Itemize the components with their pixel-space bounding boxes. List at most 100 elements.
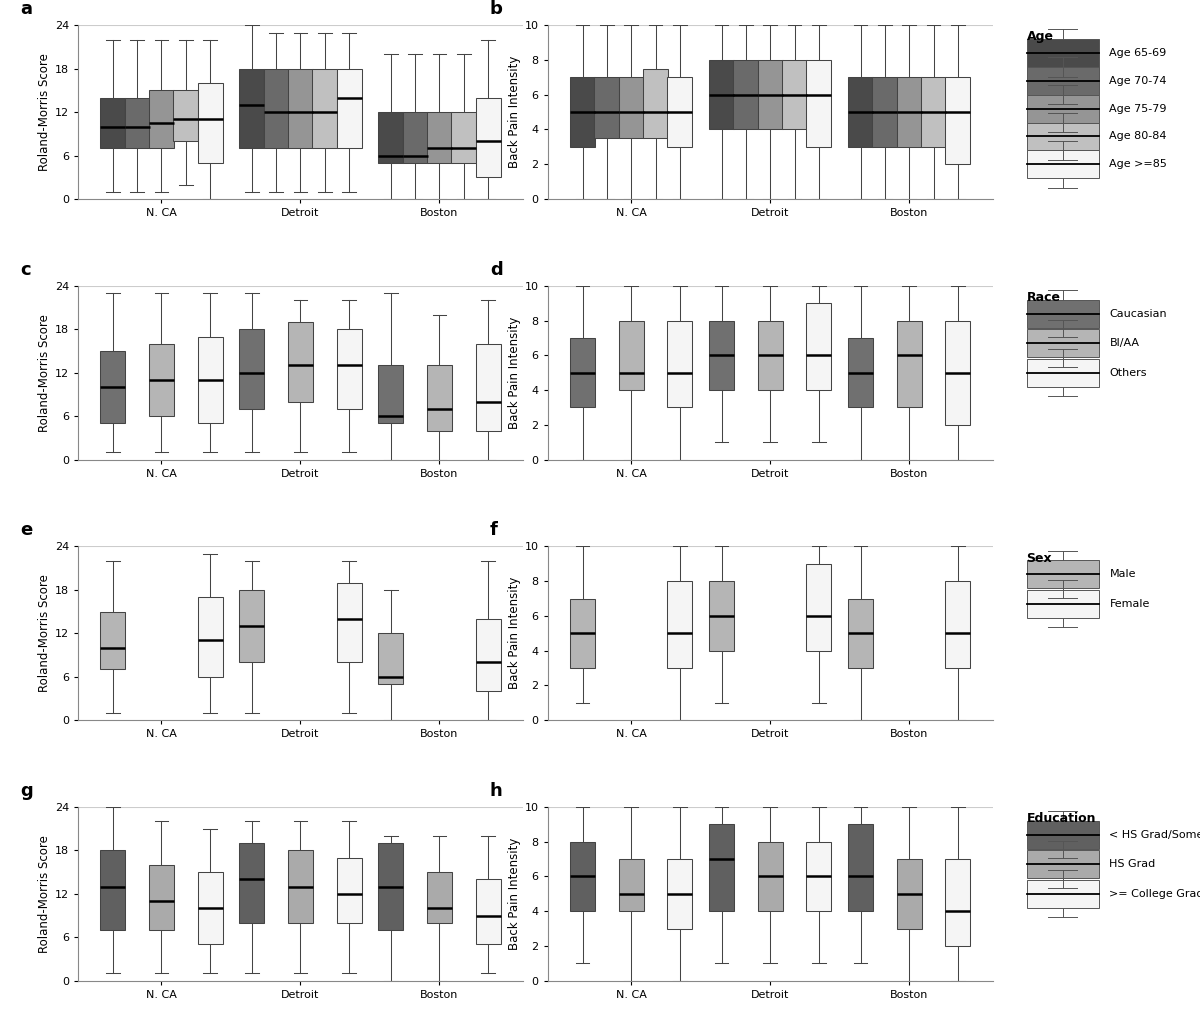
Y-axis label: Roland-Morris Score: Roland-Morris Score	[37, 835, 50, 952]
Bar	[1026, 95, 1098, 122]
Bar	[1026, 151, 1098, 178]
Bar	[198, 83, 222, 163]
Bar	[872, 78, 898, 147]
Text: c: c	[20, 261, 31, 279]
Bar	[896, 78, 922, 147]
Bar	[1026, 880, 1098, 908]
Bar	[101, 351, 125, 424]
Text: HS Grad: HS Grad	[1109, 859, 1156, 869]
Bar	[336, 69, 361, 149]
Y-axis label: Back Pain Intensity: Back Pain Intensity	[508, 577, 521, 690]
Bar	[1026, 560, 1098, 588]
Bar	[288, 850, 313, 923]
Bar	[1026, 850, 1098, 879]
Bar	[1026, 122, 1098, 151]
Bar	[709, 581, 734, 651]
Bar	[149, 864, 174, 930]
Text: Caucasian: Caucasian	[1109, 308, 1168, 318]
Bar	[757, 320, 782, 390]
Text: >= College Grad: >= College Grad	[1109, 889, 1200, 899]
Bar	[848, 599, 874, 668]
Text: Female: Female	[1109, 599, 1150, 609]
Bar	[101, 612, 125, 669]
Bar	[709, 320, 734, 390]
Bar	[896, 859, 922, 928]
Bar	[427, 112, 452, 163]
Bar	[378, 365, 403, 424]
Bar	[946, 78, 971, 164]
Bar	[336, 582, 361, 662]
Text: Race: Race	[1026, 291, 1061, 304]
Bar	[149, 344, 174, 417]
Bar	[427, 365, 452, 431]
Text: Sex: Sex	[1026, 552, 1052, 564]
Bar	[782, 60, 808, 129]
Bar	[667, 581, 692, 668]
Bar	[667, 78, 692, 147]
Bar	[733, 60, 758, 129]
Bar	[594, 78, 619, 139]
Bar	[570, 599, 595, 668]
Bar	[239, 330, 264, 408]
Bar	[336, 330, 361, 408]
Bar	[709, 60, 734, 129]
Text: Age >=85: Age >=85	[1109, 160, 1168, 169]
Text: Education: Education	[1026, 812, 1096, 825]
Bar	[198, 598, 222, 676]
Bar	[125, 98, 150, 149]
Bar	[198, 337, 222, 424]
Bar	[312, 69, 337, 149]
Bar	[757, 60, 782, 129]
Bar	[1026, 821, 1098, 848]
Bar	[451, 112, 476, 163]
Text: Bl/AA: Bl/AA	[1109, 338, 1139, 348]
Bar	[239, 843, 264, 923]
Bar	[643, 69, 668, 139]
Bar	[198, 872, 222, 944]
Y-axis label: Back Pain Intensity: Back Pain Intensity	[508, 316, 521, 429]
Text: < HS Grad/Some College: < HS Grad/Some College	[1109, 830, 1200, 840]
Bar	[806, 842, 832, 911]
Bar	[757, 842, 782, 911]
Bar	[806, 564, 832, 651]
Bar	[667, 320, 692, 407]
Bar	[570, 842, 595, 911]
Bar	[946, 859, 971, 946]
Text: g: g	[20, 783, 32, 800]
Text: e: e	[20, 522, 32, 540]
Bar	[101, 850, 125, 930]
Bar	[288, 69, 313, 149]
Bar	[378, 633, 403, 683]
Text: Age 80-84: Age 80-84	[1109, 131, 1166, 142]
Text: d: d	[490, 261, 503, 279]
Bar	[1026, 39, 1098, 67]
Bar	[848, 78, 874, 147]
Bar	[1026, 330, 1098, 357]
Bar	[475, 98, 500, 177]
Bar	[264, 69, 288, 149]
Bar	[848, 824, 874, 911]
Bar	[570, 338, 595, 407]
Y-axis label: Roland-Morris Score: Roland-Morris Score	[37, 313, 50, 432]
Bar	[378, 843, 403, 930]
Bar	[475, 880, 500, 944]
Bar	[475, 344, 500, 431]
Y-axis label: Back Pain Intensity: Back Pain Intensity	[508, 56, 521, 168]
Text: b: b	[490, 0, 503, 18]
Bar	[619, 320, 643, 390]
Text: Age: Age	[1026, 30, 1054, 43]
Bar	[427, 872, 452, 923]
Bar	[336, 857, 361, 923]
Bar	[239, 589, 264, 662]
Text: Age 75-79: Age 75-79	[1109, 104, 1166, 113]
Text: Age 65-69: Age 65-69	[1109, 49, 1166, 58]
Bar	[946, 320, 971, 425]
Bar	[288, 323, 313, 401]
Bar	[101, 98, 125, 149]
Bar	[1026, 359, 1098, 386]
Text: Male: Male	[1109, 569, 1136, 579]
Bar	[402, 112, 427, 163]
Bar	[946, 581, 971, 668]
Text: a: a	[20, 0, 32, 18]
Bar	[239, 69, 264, 149]
